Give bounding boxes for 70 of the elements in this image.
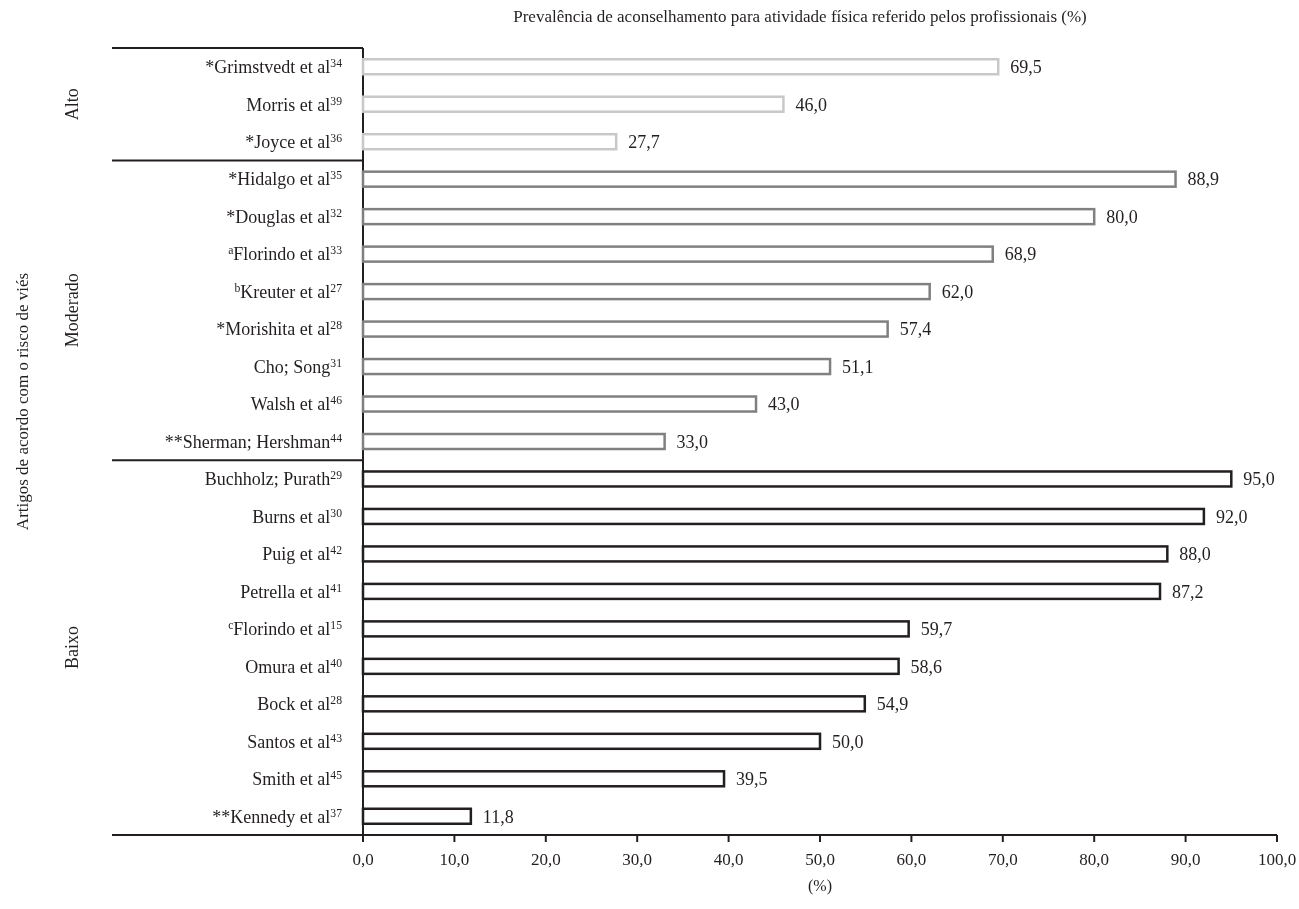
data-label: 88,0 [1179, 544, 1211, 565]
x-tick-label: 90,0 [1170, 850, 1201, 869]
data-label: 57,4 [899, 319, 932, 340]
data-label: 58,6 [910, 656, 943, 677]
x-tick-label: 70,0 [987, 850, 1018, 869]
bar [361, 207, 1096, 226]
y-tick-label: Omura et al$^{40}$ [245, 656, 343, 677]
x-tick-label: 0,0 [352, 850, 374, 869]
x-tick-label: 30,0 [622, 850, 653, 869]
y-tick-label: $^{b}$Kreuter et al$^{27}$ [234, 281, 343, 302]
data-label: 43,0 [768, 394, 800, 415]
y-tick-label: Burns et al$^{30}$ [252, 506, 343, 527]
bar [361, 357, 832, 376]
data-label: 95,0 [1243, 469, 1275, 490]
y-tick-label: Cho; Song$^{31}$ [253, 356, 343, 377]
data-label: 51,1 [842, 356, 874, 377]
y-tick-label: **Kennedy et al$^{37}$ [212, 806, 343, 827]
bar [361, 395, 758, 413]
data-label: 80,0 [1106, 206, 1138, 227]
bar [361, 245, 994, 263]
y-tick-label: *Douglas et al$^{32}$ [226, 206, 343, 227]
text: Artigos de acordo com o risco de viés [13, 272, 32, 531]
data-label: 59,7 [920, 619, 953, 640]
y-tick-label: Puig et al$^{42}$ [262, 543, 343, 565]
chart-title: Prevalência de aconselhamento para atividade física referido pelos profissionais (%) [513, 7, 1087, 26]
y-tick-label: *Grimstvedt et al$^{34}$ [205, 56, 343, 78]
x-tick-label: 20,0 [530, 850, 561, 869]
bar [361, 132, 618, 151]
x-tick-label: 80,0 [1079, 850, 1110, 869]
data-label: 11,8 [482, 806, 514, 827]
y-tick-label: $^{c}$Florindo et al$^{15}$ [228, 618, 343, 640]
data-label: 69,5 [1010, 57, 1042, 78]
data-label: 87,2 [1172, 581, 1204, 602]
data-label: 92,0 [1215, 506, 1248, 527]
text: Baixo [62, 626, 82, 670]
data-label: 54,9 [876, 694, 909, 715]
x-tick-label: 50,0 [805, 850, 835, 869]
x-axis-title: (%) [808, 877, 832, 895]
bar [361, 95, 785, 113]
y-tick-label: Santos et al$^{43}$ [247, 731, 343, 752]
y-tick-label: **Sherman; Hershman$^{44}$ [164, 431, 343, 452]
y-tick-label: Smith et al$^{45}$ [252, 768, 343, 790]
x-tick-label: 10,0 [439, 850, 470, 869]
data-label: 46,0 [795, 94, 827, 115]
data-label: 62,0 [941, 281, 974, 302]
data-label: 27,7 [628, 131, 660, 152]
y-tick-label: Buchholz; Purath$^{29}$ [204, 468, 343, 490]
y-tick-label: *Joyce et al$^{36}$ [245, 131, 343, 152]
y-tick-label: Bock et al$^{28}$ [257, 693, 343, 715]
y-tick-label: $^{a}$Florindo et al$^{33}$ [228, 243, 343, 265]
bar [361, 170, 1177, 188]
y-tick-label: Walsh et al$^{46}$ [250, 393, 343, 415]
x-tick-label: 40,0 [713, 850, 744, 869]
text: Alto [62, 88, 82, 121]
bar [361, 432, 666, 451]
x-tick-label: 100,0 [1257, 850, 1297, 869]
bar [361, 57, 1000, 76]
data-label: 68,9 [1004, 244, 1037, 265]
data-label: 88,9 [1187, 169, 1220, 190]
y-tick-label: *Hidalgo et al$^{35}$ [228, 168, 343, 190]
data-label: 39,5 [736, 769, 768, 790]
bar [361, 320, 889, 338]
y-tick-label: *Morishita et al$^{28}$ [216, 318, 343, 340]
data-label: 33,0 [676, 431, 709, 452]
bar [361, 282, 931, 301]
text: Moderado [62, 273, 82, 348]
x-tick-label: 60,0 [896, 850, 927, 869]
y-tick-label: Morris et al$^{39}$ [246, 94, 343, 115]
data-label: 50,0 [832, 731, 864, 752]
y-tick-label: Petrella et al$^{41}$ [240, 581, 343, 602]
